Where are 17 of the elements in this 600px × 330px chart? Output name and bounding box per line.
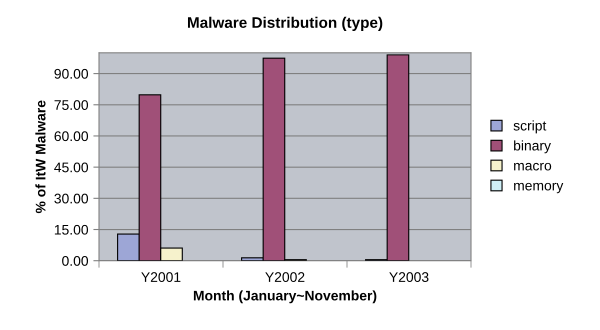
- legend-label: script: [514, 120, 546, 134]
- y-tick-label: 45.00: [54, 162, 88, 172]
- y-tick-label: 60.00: [54, 131, 88, 142]
- x-tick-label: Y2002: [265, 272, 304, 282]
- x-axis-title: Month (January~November): [194, 290, 376, 304]
- legend-label: macro: [514, 162, 552, 170]
- legend-label: memory: [514, 182, 564, 194]
- x-tick-label: Y2003: [389, 272, 428, 282]
- y-axis-title: % of ItW Malware: [35, 100, 46, 214]
- y-tick-label: 75.00: [54, 100, 88, 110]
- y-tick-label: 30.00: [54, 194, 88, 204]
- chart-title: Malware Distribution (type): [188, 16, 382, 31]
- x-tick-label: Y2001: [141, 272, 180, 282]
- y-tick-label: 15.00: [54, 224, 88, 235]
- y-tick-label: 0.00: [62, 256, 88, 266]
- y-tick-label: 90.00: [54, 68, 88, 79]
- legend-label: binary: [514, 140, 551, 154]
